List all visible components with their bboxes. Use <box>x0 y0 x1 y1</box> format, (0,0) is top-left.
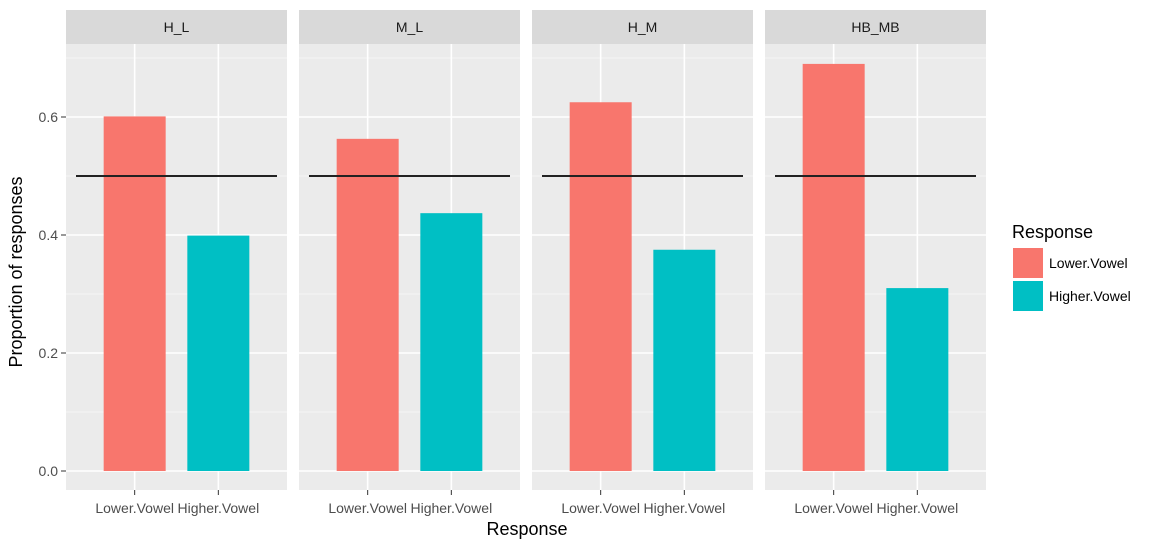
facet-panel: HB_MB Lower.Vowel Higher.Vowel <box>765 10 986 516</box>
y-tick-label: 0.4 <box>39 227 59 243</box>
x-tick-label: Higher.Vowel <box>410 500 492 516</box>
y-tick-label: 0.0 <box>39 463 59 479</box>
x-tick-label: Lower.Vowel <box>95 500 174 516</box>
bar <box>653 249 716 471</box>
y-tick-label: 0.2 <box>39 345 59 361</box>
facet-strip <box>299 10 520 44</box>
facet-strip-label: HB_MB <box>851 19 899 35</box>
legend-label: Higher.Vowel <box>1049 288 1131 304</box>
x-tick-label: Higher.Vowel <box>876 500 958 516</box>
legend-item: Higher.Vowel <box>1013 281 1131 311</box>
panel-background <box>532 44 753 490</box>
facet-strip <box>532 10 753 44</box>
facet-strip-label: M_L <box>396 19 423 35</box>
facet-strip-label: H_L <box>164 19 190 35</box>
facet-strip <box>765 10 986 44</box>
facet-strip-label: H_M <box>628 19 658 35</box>
bar <box>103 116 166 471</box>
y-axis-title: Proportion of responses <box>6 176 26 367</box>
legend-item: Lower.Vowel <box>1013 248 1128 278</box>
bar <box>420 213 483 472</box>
bar <box>886 288 949 471</box>
panel-background <box>765 44 986 490</box>
y-axis: 0.0 0.2 0.4 0.6 <box>39 109 66 479</box>
legend-title: Response <box>1012 222 1093 242</box>
bar <box>802 63 865 472</box>
facet-panel: M_L Lower.Vowel Higher.Vowel <box>299 10 520 516</box>
facet-panel: H_M Lower.Vowel Higher.Vowel <box>532 10 753 516</box>
legend-swatch <box>1013 281 1043 311</box>
y-tick-label: 0.6 <box>39 109 59 125</box>
x-axis-title: Response <box>486 519 567 539</box>
x-tick-label: Lower.Vowel <box>561 500 640 516</box>
facet-panel: H_L Lower.Vowel Higher.Vowel <box>66 10 287 516</box>
facet-strip <box>66 10 287 44</box>
panel-background <box>299 44 520 490</box>
bar <box>569 102 632 471</box>
legend: Response Lower.Vowel Higher.Vowel <box>1012 222 1131 311</box>
legend-swatch <box>1013 248 1043 278</box>
x-tick-label: Lower.Vowel <box>328 500 407 516</box>
bar <box>187 235 250 471</box>
x-tick-label: Lower.Vowel <box>794 500 873 516</box>
x-tick-label: Higher.Vowel <box>177 500 259 516</box>
legend-label: Lower.Vowel <box>1049 255 1128 271</box>
panel-background <box>66 44 287 490</box>
x-tick-label: Higher.Vowel <box>643 500 725 516</box>
bar <box>336 138 399 471</box>
